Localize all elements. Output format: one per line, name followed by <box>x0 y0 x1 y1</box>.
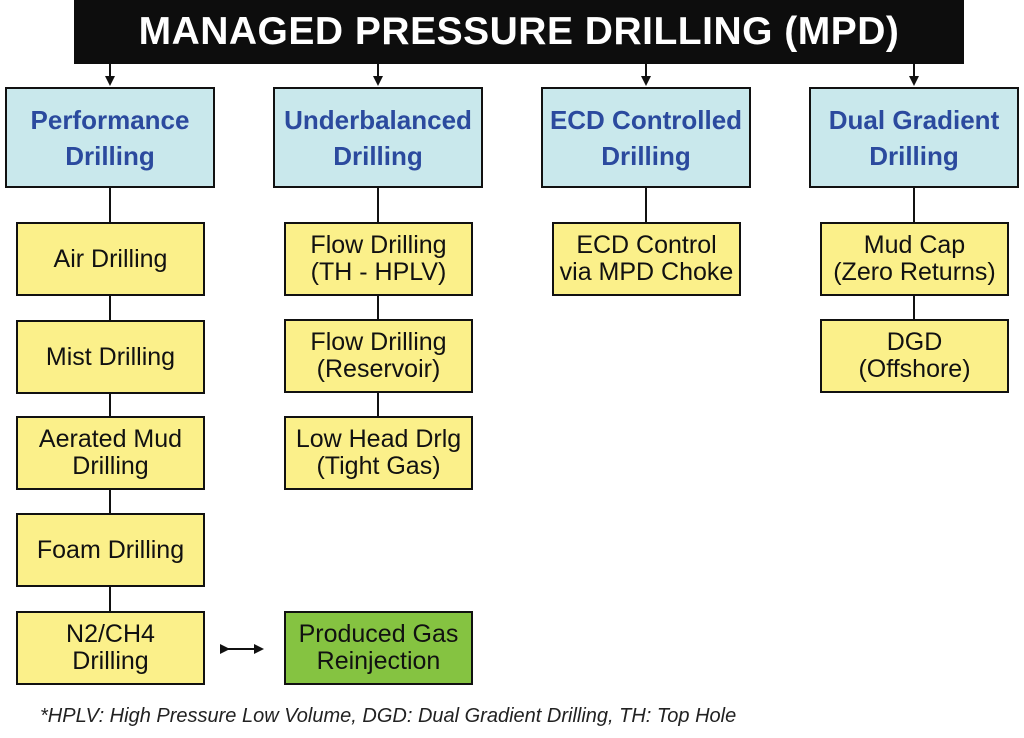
item-air-drilling: Air Drilling <box>16 222 205 296</box>
item-mist-drilling: Mist Drilling <box>16 320 205 394</box>
item-flow-drilling-reservoir: Flow Drilling (Reservoir) <box>284 319 473 393</box>
item-mud-cap-zero-returns: Mud Cap (Zero Returns) <box>820 222 1009 296</box>
title-connectors <box>105 64 919 86</box>
item-aerated-mud-drilling: Aerated Mud Drilling <box>16 416 205 490</box>
item-dgd-offshore: DGD (Offshore) <box>820 319 1009 393</box>
item-n2-ch4-drilling: N2/CH4 Drilling <box>16 611 205 685</box>
diagram-title: MANAGED PRESSURE DRILLING (MPD) <box>74 0 964 64</box>
item-produced-gas-reinjection: Produced Gas Reinjection <box>284 611 473 685</box>
category-performance-drilling: Performance Drilling <box>5 87 215 188</box>
item-flow-drilling-th-hplv: Flow Drilling (TH - HPLV) <box>284 222 473 296</box>
footnote: *HPLV: High Pressure Low Volume, DGD: Du… <box>40 705 737 727</box>
category-ecd-controlled-drilling: ECD Controlled Drilling <box>541 87 751 188</box>
column-connectors <box>109 188 915 611</box>
category-dual-gradient-drilling: Dual Gradient Drilling <box>809 87 1019 188</box>
category-underbalanced-drilling: Underbalanced Drilling <box>273 87 483 188</box>
item-foam-drilling: Foam Drilling <box>16 513 205 587</box>
item-ecd-control-mpd-choke: ECD Control via MPD Choke <box>552 222 741 296</box>
item-low-head-drilling: Low Head Drlg (Tight Gas) <box>284 416 473 490</box>
